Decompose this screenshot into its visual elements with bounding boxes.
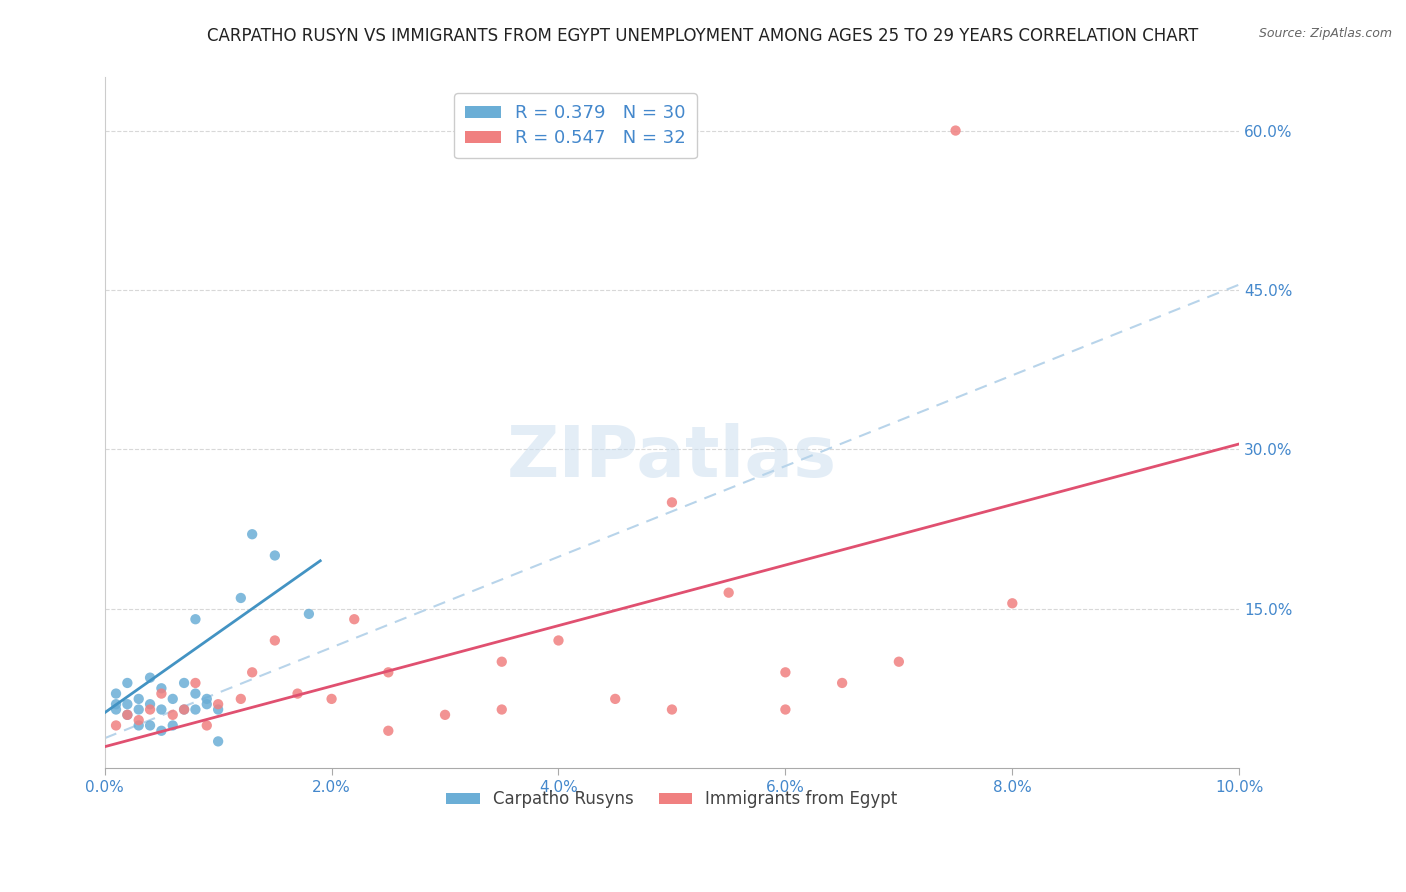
- Point: [321, 692, 343, 706]
- Point: [831, 676, 853, 690]
- Point: [229, 591, 252, 605]
- Text: ZIPatlas: ZIPatlas: [508, 423, 837, 491]
- Point: [491, 655, 513, 669]
- Point: [717, 585, 740, 599]
- Point: [287, 687, 309, 701]
- Point: [184, 676, 207, 690]
- Point: [195, 697, 218, 711]
- Point: [263, 633, 285, 648]
- Point: [162, 692, 184, 706]
- Point: [775, 702, 797, 716]
- Point: [139, 718, 162, 732]
- Point: [377, 665, 399, 680]
- Point: [207, 702, 229, 716]
- Point: [105, 718, 128, 732]
- Point: [128, 692, 150, 706]
- Point: [491, 702, 513, 716]
- Point: [240, 527, 263, 541]
- Point: [547, 633, 569, 648]
- Point: [195, 692, 218, 706]
- Point: [1001, 596, 1024, 610]
- Point: [105, 687, 128, 701]
- Point: [605, 692, 627, 706]
- Point: [229, 692, 252, 706]
- Point: [343, 612, 366, 626]
- Point: [173, 702, 195, 716]
- Point: [263, 549, 285, 563]
- Point: [117, 707, 139, 722]
- Point: [945, 123, 967, 137]
- Point: [775, 665, 797, 680]
- Point: [298, 607, 321, 621]
- Point: [195, 718, 218, 732]
- Point: [173, 676, 195, 690]
- Point: [887, 655, 910, 669]
- Point: [150, 681, 173, 696]
- Text: CARPATHO RUSYN VS IMMIGRANTS FROM EGYPT UNEMPLOYMENT AMONG AGES 25 TO 29 YEARS C: CARPATHO RUSYN VS IMMIGRANTS FROM EGYPT …: [207, 27, 1199, 45]
- Point: [150, 687, 173, 701]
- Point: [207, 734, 229, 748]
- Point: [150, 723, 173, 738]
- Point: [150, 702, 173, 716]
- Point: [105, 697, 128, 711]
- Point: [117, 676, 139, 690]
- Point: [434, 707, 457, 722]
- Point: [162, 707, 184, 722]
- Point: [139, 697, 162, 711]
- Point: [184, 612, 207, 626]
- Point: [173, 702, 195, 716]
- Point: [139, 671, 162, 685]
- Point: [128, 713, 150, 727]
- Point: [105, 702, 128, 716]
- Point: [162, 718, 184, 732]
- Point: [377, 723, 399, 738]
- Point: [128, 702, 150, 716]
- Point: [207, 697, 229, 711]
- Point: [184, 687, 207, 701]
- Point: [661, 702, 683, 716]
- Legend: Carpatho Rusyns, Immigrants from Egypt: Carpatho Rusyns, Immigrants from Egypt: [440, 783, 904, 815]
- Text: Source: ZipAtlas.com: Source: ZipAtlas.com: [1258, 27, 1392, 40]
- Point: [661, 495, 683, 509]
- Point: [128, 718, 150, 732]
- Point: [240, 665, 263, 680]
- Point: [139, 702, 162, 716]
- Point: [117, 707, 139, 722]
- Point: [184, 702, 207, 716]
- Point: [117, 697, 139, 711]
